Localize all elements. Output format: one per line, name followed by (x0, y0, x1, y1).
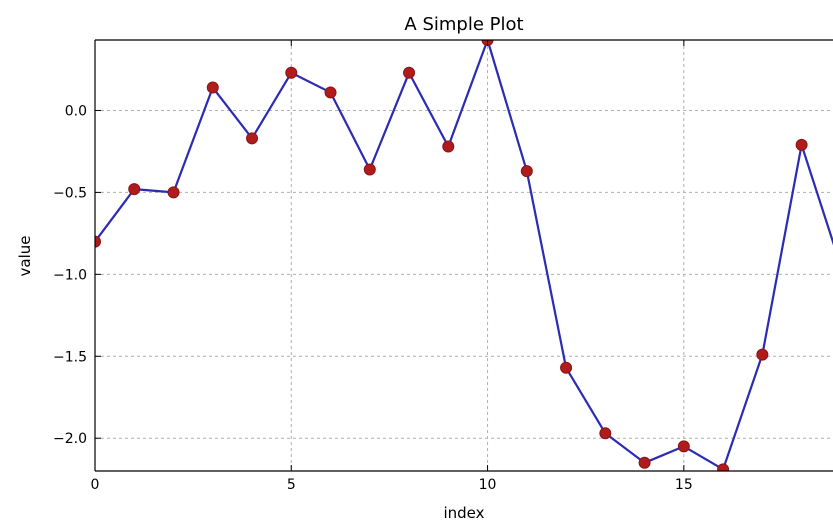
tick-labels: 0 5 10 15 0.0 −0.5 −1.0 −1.5 −2.0 (53, 103, 693, 493)
data-point (756, 348, 769, 361)
data-point (95, 235, 101, 248)
data-point (403, 66, 416, 79)
x-axis-label: index (443, 504, 484, 522)
data-point (638, 456, 651, 469)
y-tick-label: 0.0 (65, 103, 87, 119)
data-point (363, 163, 376, 176)
x-tick-label: 5 (287, 477, 296, 493)
data-point (677, 440, 690, 453)
data-point (560, 361, 573, 374)
x-tick-label: 0 (91, 477, 100, 493)
y-tick-label: −1.0 (53, 267, 87, 283)
chart-title: A Simple Plot (404, 14, 523, 35)
data-point (717, 463, 730, 471)
axes (94, 39, 833, 472)
data-point (246, 132, 259, 145)
y-tick-label: −2.0 (53, 431, 87, 447)
x-tick-label: 10 (479, 477, 497, 493)
data-point (128, 183, 141, 196)
data-point (599, 427, 612, 440)
grid (94, 40, 833, 471)
y-tick-label: −0.5 (53, 185, 87, 201)
data-point (520, 165, 533, 178)
data-point (285, 66, 298, 79)
data-point (324, 86, 337, 99)
data-point (795, 138, 808, 151)
data-point (442, 140, 455, 153)
y-tick-label: −1.5 (53, 349, 87, 365)
series-line (95, 40, 833, 471)
data-point (167, 186, 180, 199)
data-point (206, 81, 219, 94)
series-layer (95, 40, 833, 471)
y-axis-label: value (16, 236, 34, 277)
x-tick-label: 15 (675, 477, 693, 493)
